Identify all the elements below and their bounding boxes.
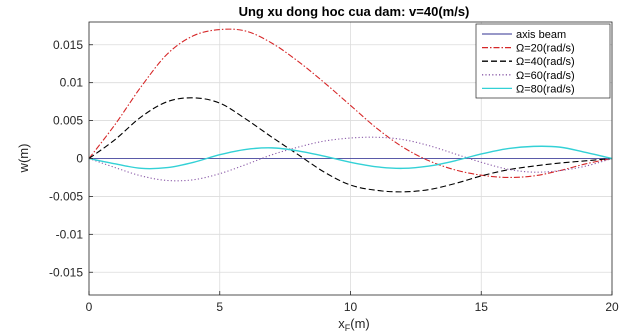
x-tick-label: 10 xyxy=(344,300,358,314)
series-line-4 xyxy=(88,145,613,170)
y-tick-label: -0.005 xyxy=(49,189,83,203)
x-tick-label: 15 xyxy=(475,300,489,314)
y-tick-label: 0.005 xyxy=(53,114,83,128)
chart-title: Ung xu dong hoc cua dam: v=40(m/s) xyxy=(239,4,470,19)
legend-label: axis beam xyxy=(516,29,566,41)
x-tick-label: 0 xyxy=(86,300,93,314)
legend-label: Ω=80(rad/s) xyxy=(516,83,575,95)
y-tick-label: 0.01 xyxy=(60,76,84,90)
legend-box xyxy=(475,23,611,99)
x-tick-label: 5 xyxy=(216,300,223,314)
series-line-1 xyxy=(88,28,613,179)
legend-label: Ω=60(rad/s) xyxy=(516,70,575,82)
legend: axis beam Ω=20(rad/s)Ω=40(rad/s) Ω=60(rad/… xyxy=(475,23,611,99)
y-tick-label: 0 xyxy=(76,152,83,166)
y-tick-label: -0.01 xyxy=(56,227,84,241)
tick-group: 0 5 10 15 20 0.015 0.01 0.005 0 -0.005 -0.01 -0.015 xyxy=(49,38,619,314)
y-axis-label: w(m) xyxy=(16,144,31,174)
series-line-3 xyxy=(88,136,613,182)
x-tick-label: 20 xyxy=(605,300,619,314)
y-tick-label: -0.015 xyxy=(49,265,83,279)
legend-label: Ω=40(rad/s) xyxy=(516,56,575,68)
y-tick-label: 0.015 xyxy=(53,38,83,52)
legend-label: Ω=20(rad/s) xyxy=(516,43,575,55)
series-group xyxy=(88,28,613,193)
x-axis-label: xF(m) xyxy=(338,316,370,333)
